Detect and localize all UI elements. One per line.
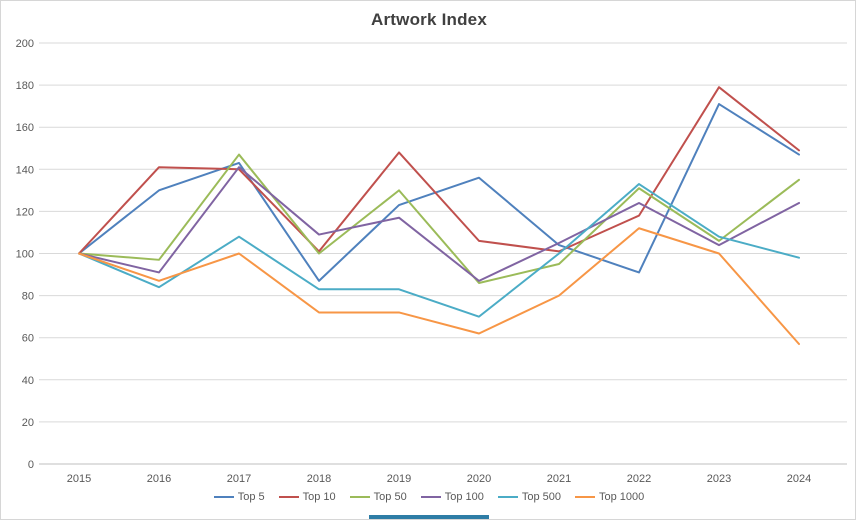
x-tick-label-2024: 2024: [787, 473, 811, 485]
y-tick-label-40: 40: [22, 375, 34, 387]
x-tick-label-2022: 2022: [627, 473, 651, 485]
y-tick-label-80: 80: [22, 291, 34, 303]
legend-line-icon: [497, 496, 518, 498]
legend-label-top-100: Top 100: [444, 491, 484, 503]
legend-item-top-100: Top 100: [420, 491, 484, 503]
legend-line-icon: [575, 496, 596, 498]
legend-label-top-1000: Top 1000: [599, 491, 645, 503]
x-tick-label-2023: 2023: [707, 473, 731, 485]
y-tick-label-140: 140: [16, 164, 34, 176]
legend-label-top-50: Top 50: [373, 491, 407, 503]
legend-item-top-10: Top 10: [278, 491, 336, 503]
series-line-top-500: [78, 183, 800, 318]
y-tick-label-100: 100: [16, 249, 34, 261]
y-tick-label-120: 120: [16, 206, 34, 218]
x-tick-label-2017: 2017: [227, 473, 251, 485]
series-line-top-5: [78, 103, 800, 282]
y-tick-label-200: 200: [16, 38, 34, 50]
legend-line-icon: [420, 496, 441, 498]
series-line-top-10: [78, 86, 800, 255]
x-tick-label-2018: 2018: [307, 473, 331, 485]
legend-item-top-1000: Top 1000: [575, 491, 644, 503]
legend-label-top-10: Top 10: [302, 491, 336, 503]
x-tick-label-2016: 2016: [147, 473, 171, 485]
y-tick-label-160: 160: [16, 122, 34, 134]
legend-label-top-500: Top 500: [521, 491, 562, 503]
legend-label-top-5: Top 5: [237, 491, 265, 503]
series-line-top-100: [78, 166, 800, 282]
y-tick-label-180: 180: [16, 80, 34, 92]
chart-legend: Top 5 Top 10 Top 50 Top 100 Top 500 Top 1000: [1, 491, 855, 503]
legend-item-top-500: Top 500: [497, 491, 562, 503]
legend-line-icon: [349, 496, 370, 498]
chart-title: Artwork Index: [371, 10, 487, 29]
x-tick-label-2021: 2021: [547, 473, 571, 485]
legend-line-icon: [278, 496, 299, 498]
series-line-top-50: [78, 153, 800, 284]
x-tick-label-2020: 2020: [467, 473, 491, 485]
series-line-top-1000: [78, 227, 800, 346]
legend-item-top-50: Top 50: [349, 491, 407, 503]
legend-item-top-5: Top 5: [213, 491, 265, 503]
y-tick-label-60: 60: [22, 333, 34, 345]
legend-line-icon: [213, 496, 234, 498]
y-tick-label-20: 20: [22, 417, 34, 429]
x-tick-label-2019: 2019: [387, 473, 411, 485]
y-tick-label-0: 0: [28, 459, 34, 471]
bottom-accent-bar: [369, 515, 489, 519]
x-tick-label-2015: 2015: [67, 473, 91, 485]
